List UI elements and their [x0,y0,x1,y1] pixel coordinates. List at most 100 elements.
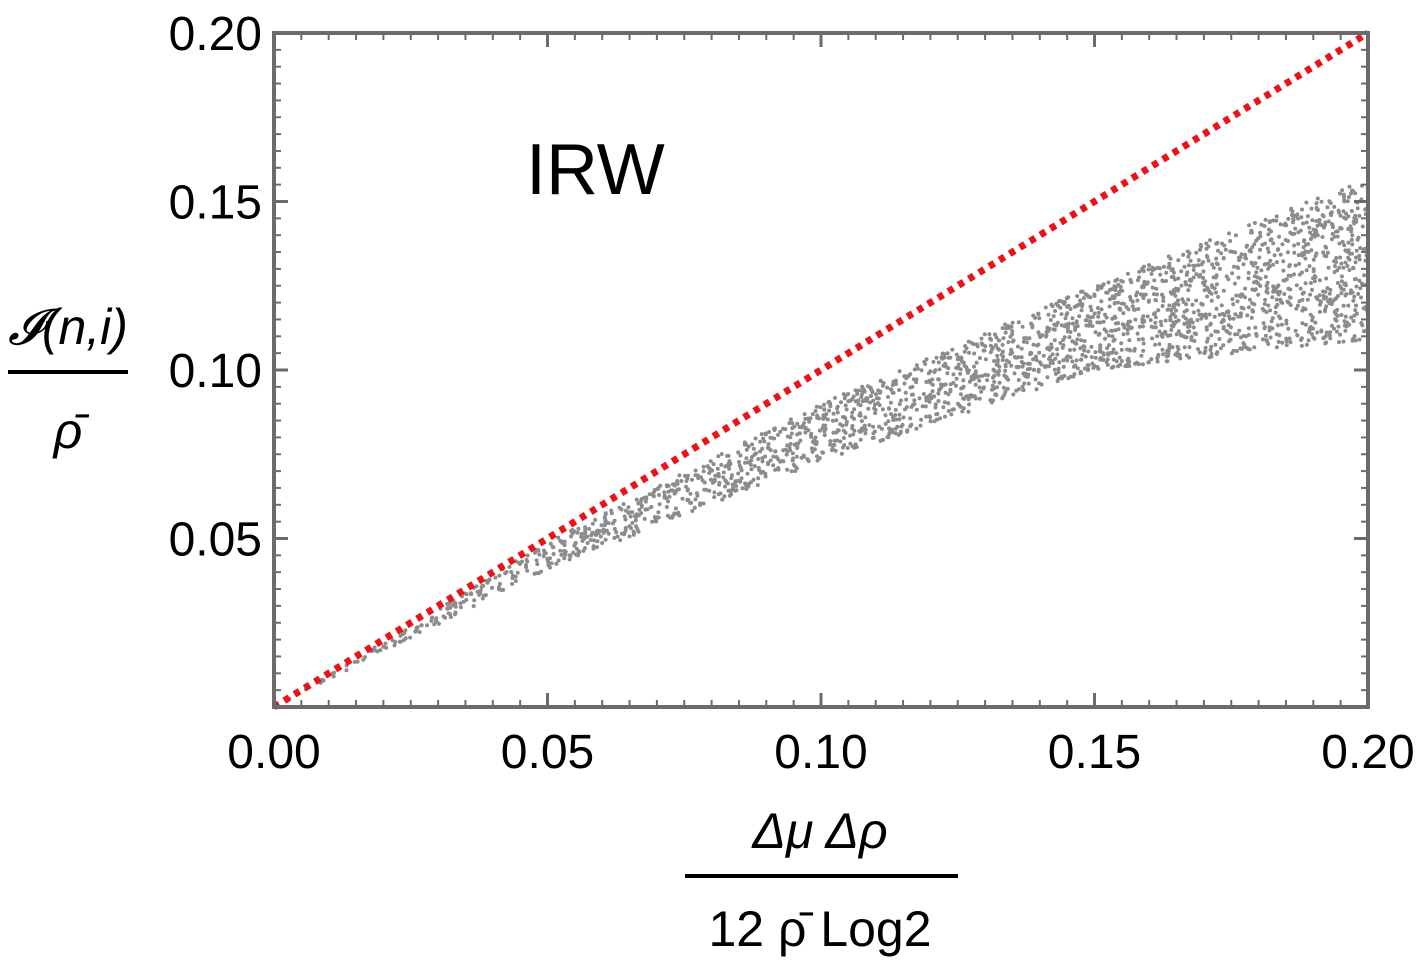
scatter-point [912,398,917,403]
scatter-point [684,484,688,489]
scatter-point [1334,256,1339,260]
scatter-point [673,489,678,494]
scatter-point [1280,242,1285,247]
scatter-point [399,639,403,644]
scatter-point [630,521,635,525]
scatter-point [1310,218,1315,223]
scatter-point [1051,314,1056,319]
scatter-point [1047,347,1052,352]
scatter-point [1317,293,1322,298]
scatter-point [1146,267,1151,272]
scatter-point [787,421,792,426]
scatter-point [969,340,974,345]
scatter-point [895,424,900,429]
scatter-point [942,382,946,387]
scatter-point [843,403,848,408]
scatter-point [1189,335,1194,339]
scatter-point [1201,269,1206,274]
scatter-point [845,446,850,450]
scatter-point [1049,342,1054,347]
scatter-point [1055,347,1059,352]
scatter-point [1128,319,1133,324]
scatter-point [1342,199,1347,204]
scatter-point [1353,260,1358,265]
scatter-point [1263,217,1268,222]
scatter-point [1228,239,1233,243]
scatter-point [1362,273,1367,278]
scatter-point [525,568,530,573]
scatter-point [486,579,490,584]
scatter-point [650,519,655,524]
scatter-point [1076,332,1081,337]
scatter-point [793,469,798,474]
scatter-point [844,422,849,427]
scatter-point [967,379,972,384]
scatter-point [1003,322,1008,327]
scatter-point [1060,299,1065,304]
scatter-point [445,601,450,606]
scatter-point [1347,322,1352,327]
scatter-point [739,476,744,481]
scatter-point [911,392,915,397]
scatter-point [1057,360,1062,365]
scatter-point [1300,253,1305,258]
scatter-point [930,389,935,394]
scatter-point [1056,366,1061,371]
scatter-point [890,430,895,435]
scatter-point [753,436,758,441]
scatter-point [1286,216,1291,221]
scatter-point [727,466,732,471]
scatter-point [903,390,908,395]
scatter-point [603,511,608,516]
scatter-point [1357,278,1362,283]
scatter-point [751,477,756,482]
scatter-point [1074,319,1079,324]
scatter-point [554,561,559,566]
scatter-point [788,435,793,440]
scatter-points [287,183,1370,701]
scatter-point [1332,259,1337,264]
scatter-point [997,364,1002,369]
scatter-point [1299,215,1304,220]
scatter-point [1074,358,1079,363]
scatter-point [475,589,480,594]
scatter-point [948,389,953,394]
scatter-point [1168,333,1173,338]
scatter-point [1221,325,1226,329]
scatter-point [1204,315,1209,320]
scatter-point [850,410,855,415]
scatter-point [1258,234,1263,239]
scatter-point [688,491,693,496]
scatter-point [1296,216,1300,221]
scatter-point [1000,396,1005,401]
scatter-point [1096,332,1101,337]
scatter-point [1276,314,1281,319]
scatter-point [788,441,793,446]
scatter-point [1187,345,1192,350]
scatter-point [825,417,830,422]
scatter-point [591,544,596,549]
scatter-point [1199,262,1204,267]
scatter-point [1339,279,1344,284]
scatter-point [1259,222,1264,227]
scatter-point [666,489,671,494]
scatter-point [1276,247,1281,252]
scatter-point [1160,347,1165,352]
scatter-point [1025,361,1030,366]
scatter-point [1070,316,1075,321]
scatter-point [863,431,868,436]
scatter-point [852,407,857,412]
scatter-point [634,524,639,529]
scatter-point [1008,351,1013,356]
scatter-point [1153,311,1157,316]
scatter-point [1204,241,1209,246]
scatter-point [429,618,434,623]
scatter-point [1089,355,1094,360]
scatter-point [1301,221,1306,226]
scatter-point [1001,354,1006,359]
scatter-point [1216,248,1220,253]
scatter-point [1217,266,1222,271]
scatter-point [604,528,609,533]
scatter-point [1153,342,1158,347]
